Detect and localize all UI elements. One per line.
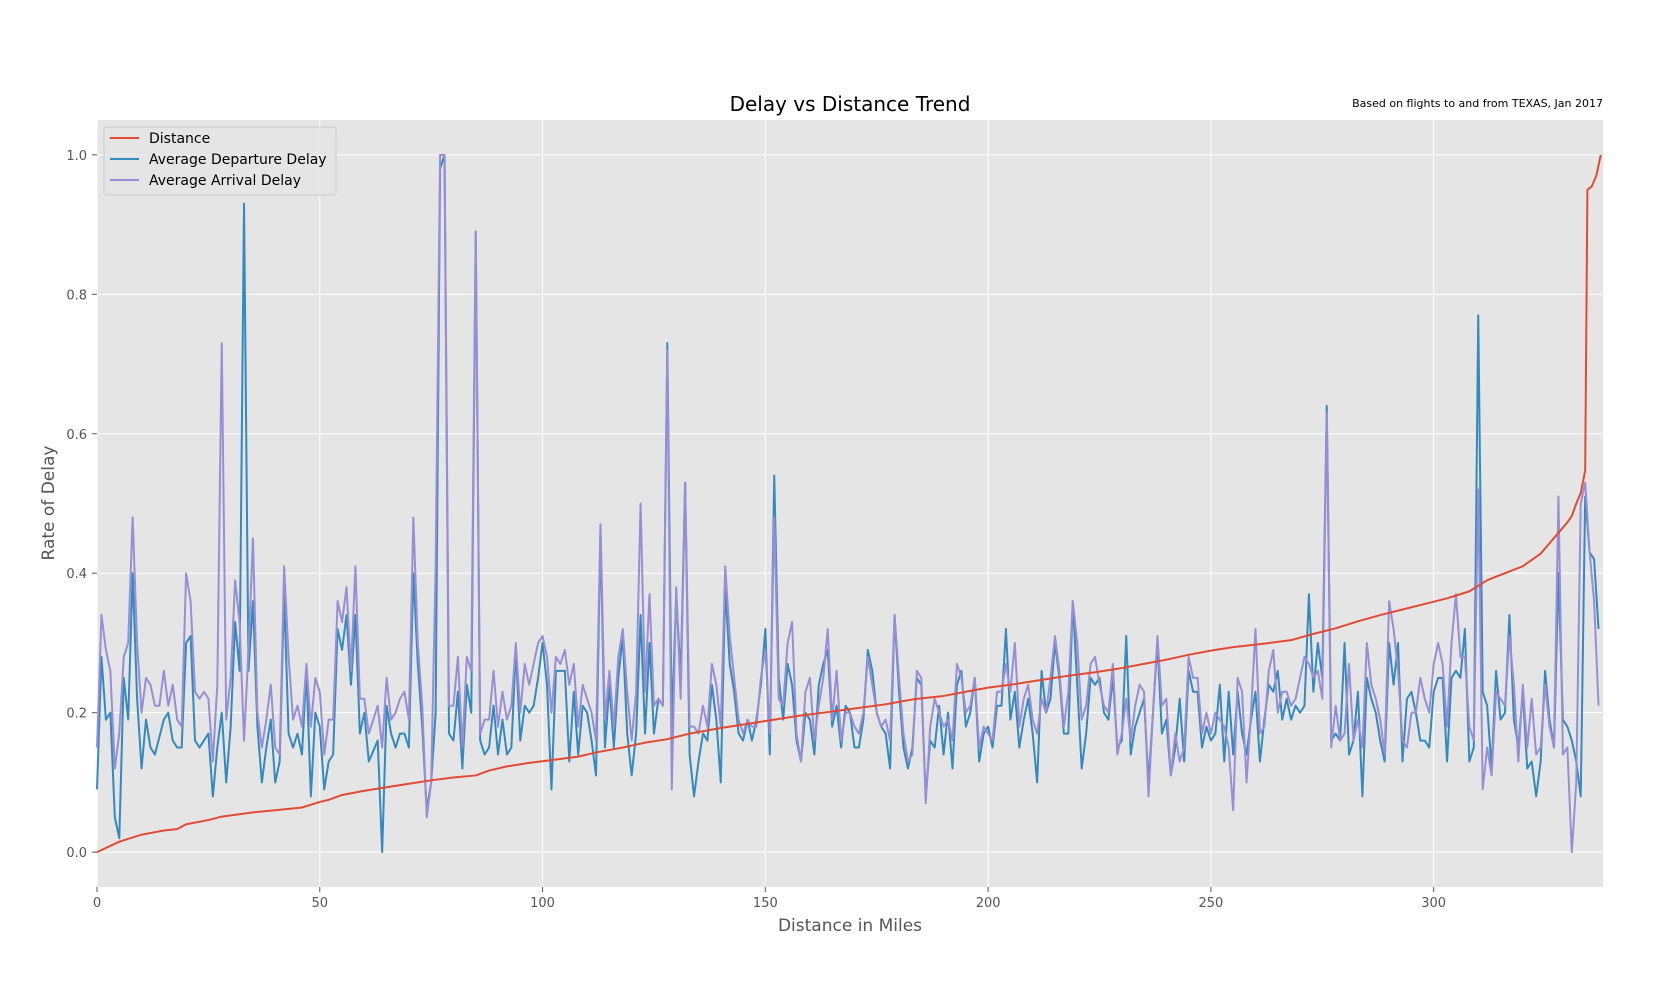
x-tick-labels: 0 50 100 150 200 250 300	[93, 887, 1446, 911]
y-tick-label: 0.6	[66, 428, 87, 443]
x-tick-label: 300	[1421, 896, 1446, 911]
plot-background	[97, 120, 1603, 887]
x-axis-label: Distance in Miles	[778, 916, 922, 936]
x-tick-label: 100	[530, 896, 555, 911]
x-tick-label: 150	[753, 896, 778, 911]
grid-lines	[96, 120, 1603, 887]
y-axis-label: Rate of Delay	[39, 446, 59, 561]
chart-title: Delay vs Distance Trend	[730, 92, 971, 116]
y-tick-label: 0.4	[66, 567, 87, 582]
departure-delay-line	[96, 153, 1600, 854]
chart-subtitle: Based on flights to and from TEXAS, Jan …	[1352, 97, 1603, 110]
y-tick-labels: 0.0 0.2 0.4 0.6 0.8 1.0	[66, 149, 97, 861]
distance-line	[96, 154, 1602, 854]
arrival-delay-line	[96, 153, 1600, 854]
series-lines	[96, 153, 1602, 854]
y-tick-label: 0.0	[66, 846, 87, 861]
x-tick-label: 50	[312, 896, 329, 911]
legend-label-departure-delay: Average Departure Delay	[149, 152, 327, 168]
legend: Distance Average Departure Delay Average…	[103, 126, 337, 196]
legend-box	[103, 126, 337, 196]
y-tick-label: 0.2	[66, 707, 87, 722]
legend-label-arrival-delay: Average Arrival Delay	[149, 173, 301, 189]
y-tick-label: 0.8	[66, 288, 87, 303]
x-tick-label: 200	[976, 896, 1001, 911]
legend-label-distance: Distance	[149, 131, 210, 147]
x-tick-label: 0	[93, 896, 101, 911]
y-tick-label: 1.0	[66, 149, 87, 164]
x-tick-label: 250	[1198, 896, 1223, 911]
